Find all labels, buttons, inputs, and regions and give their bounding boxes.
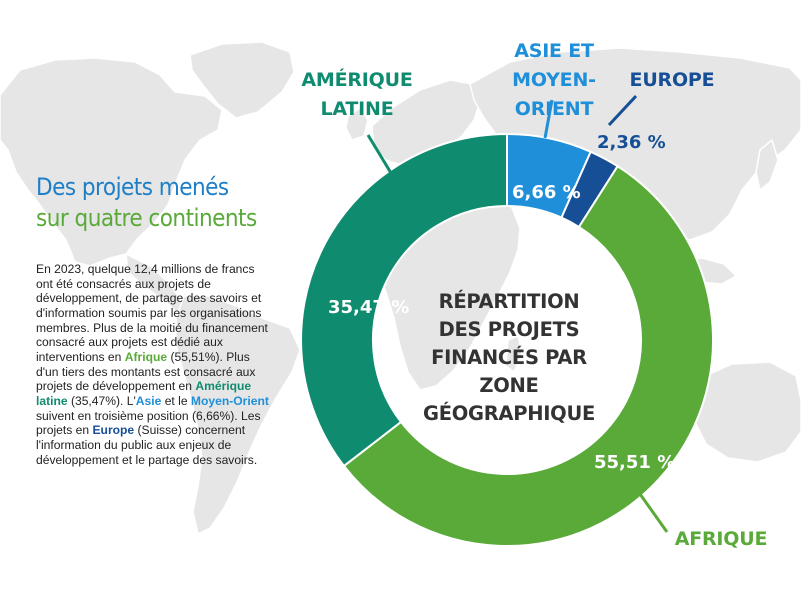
page-title: Des projets menés sur quatre continents (36, 172, 257, 234)
category-label-line: ASIE ET (514, 40, 594, 62)
donut-slice-amérique-latine (300, 132, 508, 468)
keyword-amerique-latine: Amérique latine (36, 379, 252, 408)
leader-line-europe (607, 94, 638, 127)
body-text-5: suivent en troisième position (6,66%). L… (36, 408, 261, 438)
body-text-3: (35,47%). L' (67, 393, 136, 408)
body-text-4: et le (161, 393, 191, 408)
body-text-6: (Suisse) concernent l'information du pub… (36, 423, 258, 467)
keyword-asie: Asie (135, 393, 162, 408)
body-text-2: (55,51%). Plus d'un tiers des montants e… (36, 349, 256, 394)
keyword-afrique: Afrique (124, 349, 168, 364)
leader-line-asie-moyen-orient (543, 99, 554, 139)
chart-title-line: GÉOGRAPHIQUE (422, 402, 595, 425)
chart-title-line: DES PROJETS (438, 318, 580, 341)
body-text-1: En 2023, quelque 12,4 millions de francs… (36, 262, 268, 364)
keyword-moyen-orient: Moyen-Orient (190, 393, 269, 408)
title-line-1: Des projets menés (36, 173, 229, 201)
slice-value-afrique: 55,51 % (594, 452, 676, 473)
category-label-asie-moyen-orient: ASIE ET MOYEN-ORIENT (476, 37, 632, 124)
slice-value-europe: 2,36 % (597, 132, 666, 153)
category-label-line: MOYEN-ORIENT (512, 69, 596, 120)
category-label-line: EUROPE (629, 69, 715, 91)
category-label-line: LATINE (320, 98, 394, 120)
chart-center-title: RÉPARTITION DES PROJETS FINANCÉS PAR ZON… (404, 288, 614, 428)
chart-title-line: RÉPARTITION (438, 290, 580, 313)
body-paragraph: En 2023, quelque 12,4 millions de francs… (36, 262, 271, 467)
category-label-europe: EUROPE (624, 66, 720, 95)
slice-value-asie-moyen-orient: 6,66 % (512, 182, 581, 203)
leader-line-amerique-latine (366, 134, 396, 179)
chart-title-line: FINANCÉS PAR ZONE (431, 346, 587, 397)
keyword-europe: Europe (92, 423, 135, 438)
title-line-2: sur quatre continents (36, 204, 257, 232)
category-label-afrique: AFRIQUE (666, 525, 776, 554)
donut-slice-afrique (342, 164, 714, 547)
category-label-line: AFRIQUE (674, 528, 768, 550)
slice-value-amerique-latine: 35,47 % (328, 297, 410, 318)
category-label-line: AMÉRIQUE (301, 69, 413, 91)
leader-line-afrique (638, 493, 669, 533)
category-label-amerique-latine: AMÉRIQUE LATINE (296, 66, 418, 124)
